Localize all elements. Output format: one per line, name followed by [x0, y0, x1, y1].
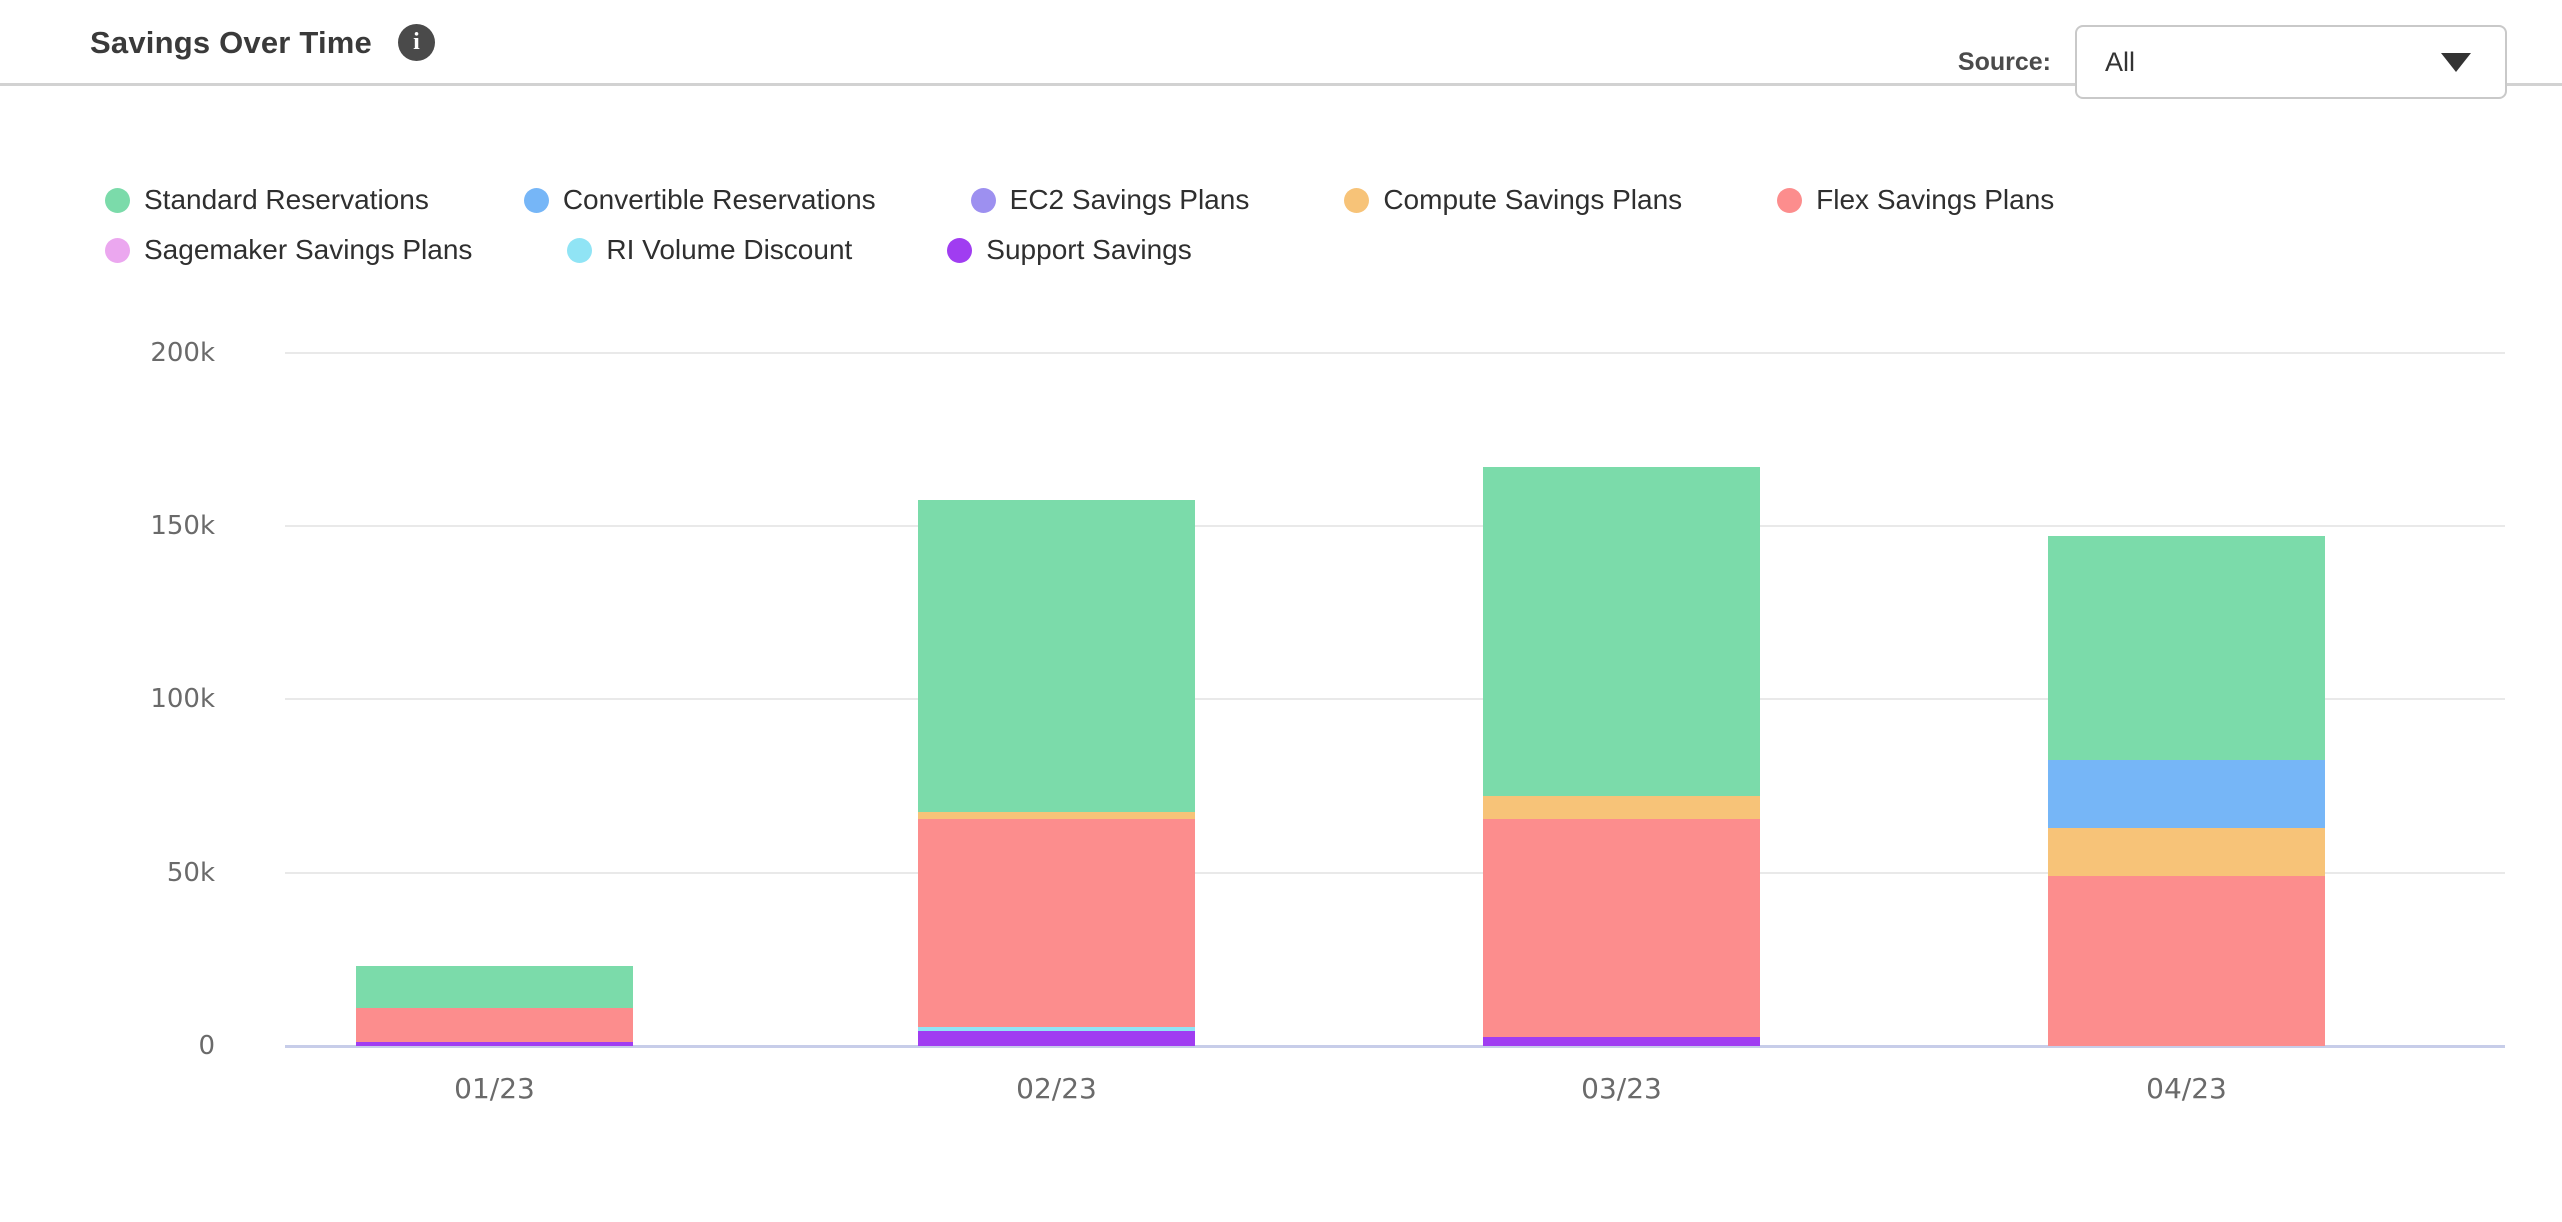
chart-legend: Standard Reservations Convertible Reserva… [105, 184, 2405, 266]
legend-item[interactable]: Support Savings [947, 234, 1192, 266]
chevron-down-icon [2441, 52, 2471, 72]
legend-dot-icon [567, 237, 593, 263]
bar-segment[interactable] [1483, 1036, 1760, 1046]
bar-segment[interactable] [1483, 467, 1760, 797]
x-axis-tick-label: 04/23 [2146, 1072, 2227, 1105]
legend-item-label: Support Savings [986, 234, 1192, 265]
header-divider [0, 83, 2562, 86]
y-axis-tick-label: 100k [150, 684, 215, 715]
legend-item-label: Convertible Reservations [562, 184, 876, 215]
y-axis-tick-label: 150k [150, 510, 215, 541]
card-header: Savings Over Time i Source: All [0, 0, 2562, 99]
legend-item-label: Standard Reservations [144, 184, 429, 215]
legend-dot-icon [1777, 187, 1803, 213]
x-axis-tick-label: 02/23 [1016, 1072, 1097, 1105]
legend-item-label: Sagemaker Savings Plans [144, 234, 473, 265]
legend-item-label: Compute Savings Plans [1383, 184, 1683, 215]
bar-segment[interactable] [356, 965, 633, 1009]
bar-segment[interactable] [356, 1041, 633, 1046]
legend-dot-icon [105, 237, 130, 263]
y-axis-tick-label: 200k [150, 337, 215, 368]
legend-item[interactable]: EC2 Savings Plans [970, 184, 1250, 216]
legend-item[interactable]: Compute Savings Plans [1344, 184, 1682, 216]
bar-segment[interactable] [918, 812, 1195, 820]
y-gridline [285, 698, 2505, 701]
bar-segment[interactable] [2048, 827, 2325, 877]
y-axis-tick-label: 50k [166, 857, 215, 888]
legend-item-label: Flex Savings Plans [1816, 184, 2055, 215]
y-gridline [285, 351, 2505, 354]
legend-item[interactable]: Convertible Reservations [523, 184, 876, 216]
bar-segment[interactable] [918, 1031, 1195, 1046]
legend-item-label: RI Volume Discount [606, 234, 853, 265]
bar-segment[interactable] [2048, 536, 2325, 760]
legend-dot-icon [1344, 187, 1370, 213]
legend-item[interactable]: RI Volume Discount [567, 234, 852, 266]
page-title: Savings Over Time [90, 24, 372, 60]
info-icon[interactable]: i [397, 24, 435, 61]
bar-02/23 [918, 500, 1195, 1046]
bar-04/23 [2048, 536, 2325, 1046]
bar-segment[interactable] [2048, 876, 2325, 1046]
bar-segment[interactable] [918, 500, 1195, 813]
legend-item[interactable]: Sagemaker Savings Plans [105, 234, 472, 266]
source-dropdown-value: All [2105, 46, 2136, 77]
legend-item-label: EC2 Savings Plans [1009, 184, 1250, 215]
x-axis-tick-label: 01/23 [454, 1072, 535, 1105]
source-label: Source: [1957, 47, 2051, 76]
bar-segment[interactable] [918, 1027, 1195, 1032]
legend-item[interactable]: Flex Savings Plans [1777, 184, 2054, 216]
source-dropdown[interactable]: All [2075, 25, 2507, 99]
x-axis-tick-label: 03/23 [1581, 1072, 1662, 1105]
y-gridline [285, 524, 2505, 527]
bar-segment[interactable] [1483, 796, 1760, 820]
legend-item[interactable]: Standard Reservations [105, 184, 429, 216]
bar-03/23 [1483, 467, 1760, 1046]
bar-segment[interactable] [1483, 819, 1760, 1037]
legend-dot-icon [970, 187, 996, 213]
y-axis-tick-label: 0 [198, 1031, 215, 1061]
x-axis-line [285, 1045, 2505, 1048]
legend-dot-icon [947, 237, 973, 263]
bar-segment[interactable] [918, 819, 1195, 1028]
legend-dot-icon [105, 187, 130, 213]
y-gridline [285, 871, 2505, 874]
bar-01/23 [356, 965, 633, 1046]
bar-segment[interactable] [2048, 760, 2325, 828]
bar-segment[interactable] [356, 1008, 633, 1042]
legend-dot-icon [523, 187, 549, 213]
